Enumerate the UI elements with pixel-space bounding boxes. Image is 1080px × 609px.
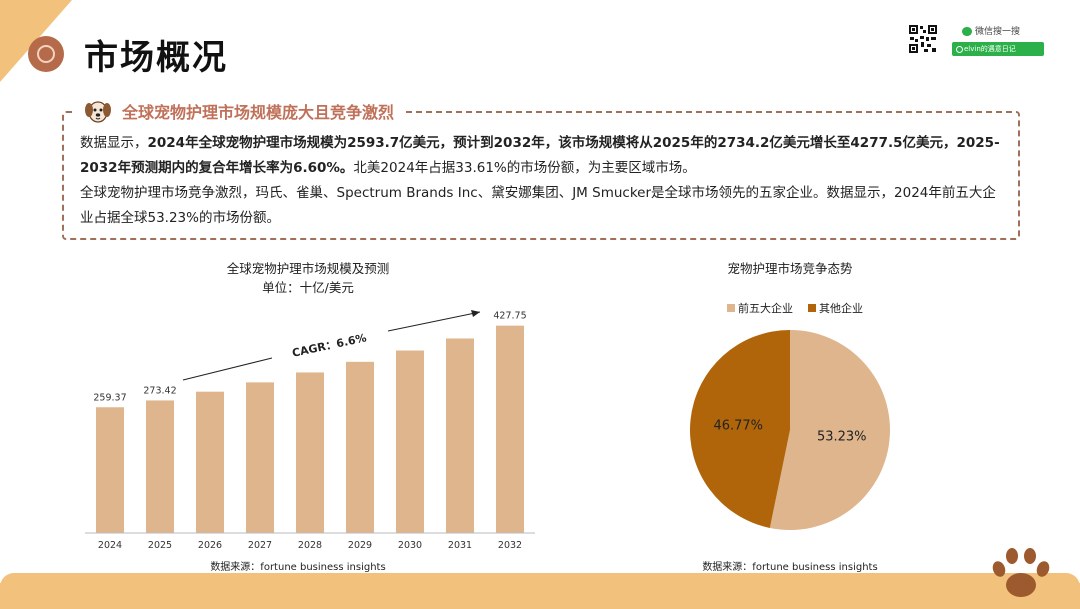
- bar-chart-title: 全球宠物护理市场规模及预测: [227, 261, 390, 276]
- bar-2025: [146, 400, 174, 533]
- bar-2028: [296, 372, 324, 533]
- x-tick-2029: 2029: [348, 540, 372, 551]
- info-box: [62, 111, 1020, 240]
- market-size-bar-chart: 全球宠物护理市场规模及预测 单位：十亿/美元 2024 259.37 2025 273…: [85, 261, 535, 573]
- pie-chart-title: 宠物护理市场竞争态势: [727, 261, 853, 276]
- wechat-icon: [962, 27, 972, 36]
- bar-chart-subtitle: 单位：十亿/美元: [262, 280, 354, 295]
- data-label-2025: 273.42: [143, 385, 176, 396]
- cagr-arrow-right: [387, 311, 481, 332]
- title-badge-icon: [28, 36, 64, 72]
- page-title: 市场概况: [84, 38, 228, 78]
- cagr-arrow-head: [471, 310, 480, 317]
- wechat-search-box[interactable]: elvin的遇意日记: [952, 42, 1044, 56]
- info-paragraph-2: 全球宠物护理市场竞争激烈，玛氏、雀巢、Spectrum Brands Inc、黛…: [80, 185, 996, 226]
- x-tick-2027: 2027: [248, 540, 272, 551]
- bar-2030: [396, 350, 424, 533]
- cagr-arrow-left: [182, 357, 273, 381]
- x-tick-2032: 2032: [498, 540, 522, 551]
- qr-code-icon: [908, 24, 938, 54]
- x-tick-2025: 2025: [148, 540, 172, 551]
- cagr-label: CAGR：6.6%: [291, 331, 368, 359]
- bar-2031: [446, 338, 474, 533]
- pie-slice-1: [769, 330, 890, 530]
- legend-swatch-1: [727, 304, 735, 312]
- legend-label-2: 其他企业: [819, 301, 863, 315]
- x-tick-2031: 2031: [448, 540, 472, 551]
- legend-label-1: 前五大企业: [738, 301, 793, 315]
- data-label-2024: 259.37: [93, 392, 126, 403]
- wechat-search-widget[interactable]: 微信搜一搜 elvin的遇意日记: [900, 22, 1050, 62]
- bar-2026: [196, 391, 224, 533]
- x-tick-2026: 2026: [198, 540, 222, 551]
- pie-chart-source: 数据来源：fortune business insights: [702, 560, 877, 573]
- wechat-search-label: 微信搜一搜: [962, 24, 1020, 37]
- info-heading-text: 全球宠物护理市场规模庞大且竞争激烈: [122, 103, 395, 122]
- competition-pie-chart: 宠物护理市场竞争态势 前五大企业 其他企业 53.23% 46.77% 数据来源：f…: [689, 261, 890, 573]
- legend-swatch-2: [808, 304, 816, 312]
- pie-legend: 前五大企业 其他企业: [727, 301, 863, 315]
- x-tick-2024: 2024: [98, 540, 122, 551]
- info-heading: 全球宠物护理市场规模庞大且竞争激烈: [76, 96, 403, 126]
- pie-label-1: 53.23%: [817, 429, 867, 444]
- pie-slice-2: [689, 330, 790, 528]
- data-label-2032: 427.75: [493, 311, 526, 322]
- bar-2024: [96, 407, 124, 533]
- info-paragraph: 数据显示，2024年全球宠物护理市场规模为2593.7亿美元，预计到2032年，…: [80, 131, 1005, 231]
- dog-face-icon: [85, 101, 111, 123]
- bar-2032: [496, 325, 524, 533]
- bar-chart-source: 数据来源：fortune business insights: [210, 560, 385, 573]
- pie-label-2: 46.77%: [713, 419, 763, 434]
- bar-2027: [246, 382, 274, 533]
- bar-2029: [346, 361, 374, 533]
- info-paragraph-1: 数据显示，2024年全球宠物护理市场规模为2593.7亿美元，预计到2032年，…: [80, 135, 1000, 176]
- paw-print-icon: [992, 548, 1050, 597]
- cagr-annotation: CAGR：6.6%: [182, 310, 481, 381]
- x-tick-2030: 2030: [398, 540, 422, 551]
- bottom-band: [0, 573, 1080, 609]
- x-tick-2028: 2028: [298, 540, 322, 551]
